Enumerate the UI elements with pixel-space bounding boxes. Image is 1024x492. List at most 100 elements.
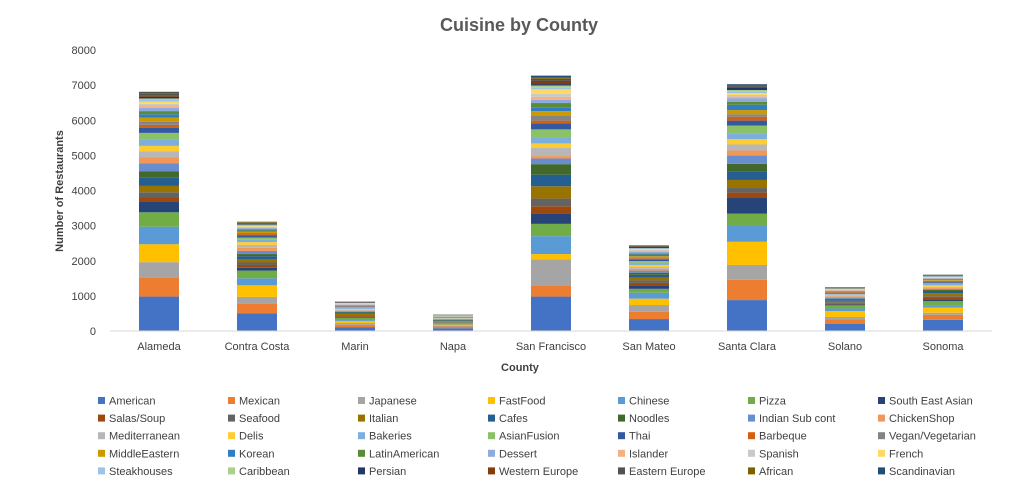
bar-segment: Noodles — Alameda: 190: [139, 171, 179, 178]
legend-label: Delis: [239, 431, 264, 443]
legend-label: MiddleEastern: [109, 448, 179, 460]
legend-swatch: [618, 397, 625, 404]
bar-segment: Mexican — Napa: 50: [433, 326, 473, 329]
bar-segment: LatinAmerican — Alameda: 90: [139, 111, 179, 115]
bar-segment: Mediterranean — Santa Clara: 170: [727, 144, 767, 151]
bar-segment: Salas/Soup — San Mateo: 70: [629, 282, 669, 286]
bar-stack: American — Marin: 110Mexican — Marin: 70…: [335, 301, 375, 331]
legend-item: American: [98, 396, 155, 408]
bar-segment: Seafood — Santa Clara: 130: [727, 188, 767, 193]
bar-segment: Chinese — Santa Clara: 450: [727, 225, 767, 242]
legend-swatch: [618, 467, 625, 475]
bar-segment: ChickenShop — Sonoma: 30: [923, 287, 963, 289]
bar-segment: AsianFusion — Santa Clara: 230: [727, 125, 767, 134]
bar-segment: Delis — Santa Clara: 150: [727, 139, 767, 145]
legend-label: Cafes: [499, 413, 528, 425]
legend-label: South East Asian: [889, 396, 973, 408]
bar-segment: South East Asian — San Francisco: 300: [531, 213, 571, 224]
bar-segment: Thai — Solano: 20: [825, 293, 865, 294]
bar-segment: AsianFusion — Marin: 15: [335, 307, 375, 308]
bar-segment: Eastern Europe — San Mateo: 20: [629, 245, 669, 247]
legend-label: AsianFusion: [499, 431, 560, 443]
legend-swatch: [878, 414, 885, 422]
y-tick-label: 1000: [72, 291, 96, 303]
x-axis-title: County: [501, 362, 540, 374]
bar-segment: FastFood — Sonoma: 150: [923, 307, 963, 313]
bar-segment: Eastern Europe — Santa Clara: 40: [727, 85, 767, 87]
legend-label: French: [889, 448, 923, 460]
legend-label: Dessert: [499, 448, 537, 460]
bar-segment: Caribbean — Alameda: 40: [139, 98, 179, 100]
bar-segment: Barbeque — Alameda: 80: [139, 124, 179, 128]
x-tick-label: Contra Costa: [225, 341, 291, 353]
bar-segment: Pizza — Alameda: 410: [139, 212, 179, 227]
legend-item: Western Europe: [488, 466, 578, 478]
bar-segment: American — Alameda: 980: [139, 296, 179, 331]
bar-segment: Pizza — Napa: 40: [433, 322, 473, 324]
legend-swatch: [358, 397, 365, 404]
legend-label: Japanese: [369, 396, 417, 408]
legend-swatch: [748, 467, 755, 475]
bar-segment: Thai — San Francisco: 170: [531, 123, 571, 130]
bar-segment: Chinese — San Francisco: 510: [531, 236, 571, 255]
bar-segment: AsianFusion — Alameda: 200: [139, 132, 179, 140]
bar-segment: African — Santa Clara: 20: [727, 84, 767, 86]
legend-item: Salas/Soup: [98, 413, 165, 425]
y-tick-label: 2000: [72, 256, 96, 268]
bar-segment: Salas/Soup — San Francisco: 200: [531, 206, 571, 214]
bar-segment: American — Contra Costa: 500: [237, 313, 277, 331]
bar-segment: ChickenShop — Contra Costa: 90: [237, 247, 277, 251]
bar-segment: Thai — Contra Costa: 60: [237, 235, 277, 238]
bar-segment: Japanese — Santa Clara: 420: [727, 264, 767, 280]
bar-segment: American — San Mateo: 340: [629, 319, 669, 331]
y-tick-label: 0: [90, 326, 96, 338]
legend-swatch: [358, 414, 365, 422]
legend-item: Seafood: [228, 413, 280, 425]
y-axis-title: Number of Restaurants: [54, 130, 66, 252]
bar-segment: ChickenShop — San Mateo: 50: [629, 268, 669, 271]
bar-segment: Salas/Soup — Sonoma: 40: [923, 297, 963, 300]
bar-segment: Caribbean — San Francisco: 50: [531, 85, 571, 88]
legend-item: Noodles: [618, 413, 670, 425]
bar-segment: Indian Sub cont — Contra Costa: 90: [237, 250, 277, 255]
bar-segment: Barbeque — Santa Clara: 110: [727, 116, 767, 121]
bar-segment: Bakeries — San Francisco: 170: [531, 137, 571, 144]
bar-segment: Noodles — San Francisco: 300: [531, 164, 571, 175]
legend-swatch: [228, 414, 235, 422]
bar-segment: Indian Sub cont — Marin: 15: [335, 311, 375, 312]
bar-segment: Pizza — San Francisco: 350: [531, 223, 571, 237]
bar-segment: Thai — Alameda: 150: [139, 127, 179, 133]
bar-segment: FastFood — Napa: 30: [433, 324, 473, 326]
legend-item: Steakhouses: [98, 466, 173, 478]
bar-segment: Mediterranean — Sonoma: 30: [923, 286, 963, 288]
bar-segment: Bakeries — San Mateo: 60: [629, 262, 669, 265]
legend-swatch: [748, 432, 755, 440]
bar-segment: MiddleEastern — Santa Clara: 120: [727, 110, 767, 115]
legend-item: MiddleEastern: [98, 448, 179, 460]
legend-item: LatinAmerican: [358, 448, 439, 460]
legend-item: Mediterranean: [98, 431, 180, 443]
bar-segment: MiddleEastern — Alameda: 110: [139, 117, 179, 122]
bar-segment: Western Europe — San Francisco: 90: [531, 80, 571, 85]
bar-segment: Salas/Soup — Contra Costa: 80: [237, 264, 277, 268]
bar-segment: Dessert — Sonoma: 20: [923, 278, 963, 280]
bar-segment: Korean — San Francisco: 110: [531, 107, 571, 112]
legend-label: Scandinavian: [889, 466, 955, 478]
legend-label: Caribbean: [239, 466, 290, 478]
bar-segment: Cafes — San Francisco: 330: [531, 174, 571, 187]
legend-item: Spanish: [748, 448, 799, 460]
legend-label: FastFood: [499, 396, 545, 408]
bar-segment: South East Asian — Marin: 25: [335, 316, 375, 318]
bar-segment: South East Asian — San Mateo: 100: [629, 285, 669, 289]
bar-segment: Islander — San Francisco: 90: [531, 96, 571, 100]
bar-segment: Dessert — San Mateo: 40: [629, 251, 669, 254]
bar-segment: LatinAmerican — San Mateo: 30: [629, 253, 669, 255]
legend-swatch: [618, 449, 625, 457]
bar-segment: Dessert — Santa Clara: 110: [727, 98, 767, 102]
bar-segment: Indian Sub cont — Alameda: 220: [139, 163, 179, 172]
bar-segment: Seafood — San Francisco: 220: [531, 198, 571, 207]
bar-segment: Chinese — Marin: 30: [335, 320, 375, 322]
bar-segment: Delis — Solano: 20: [825, 294, 865, 296]
x-tick-label: Marin: [341, 341, 369, 353]
bar-segment: Noodles — Sonoma: 30: [923, 289, 963, 291]
